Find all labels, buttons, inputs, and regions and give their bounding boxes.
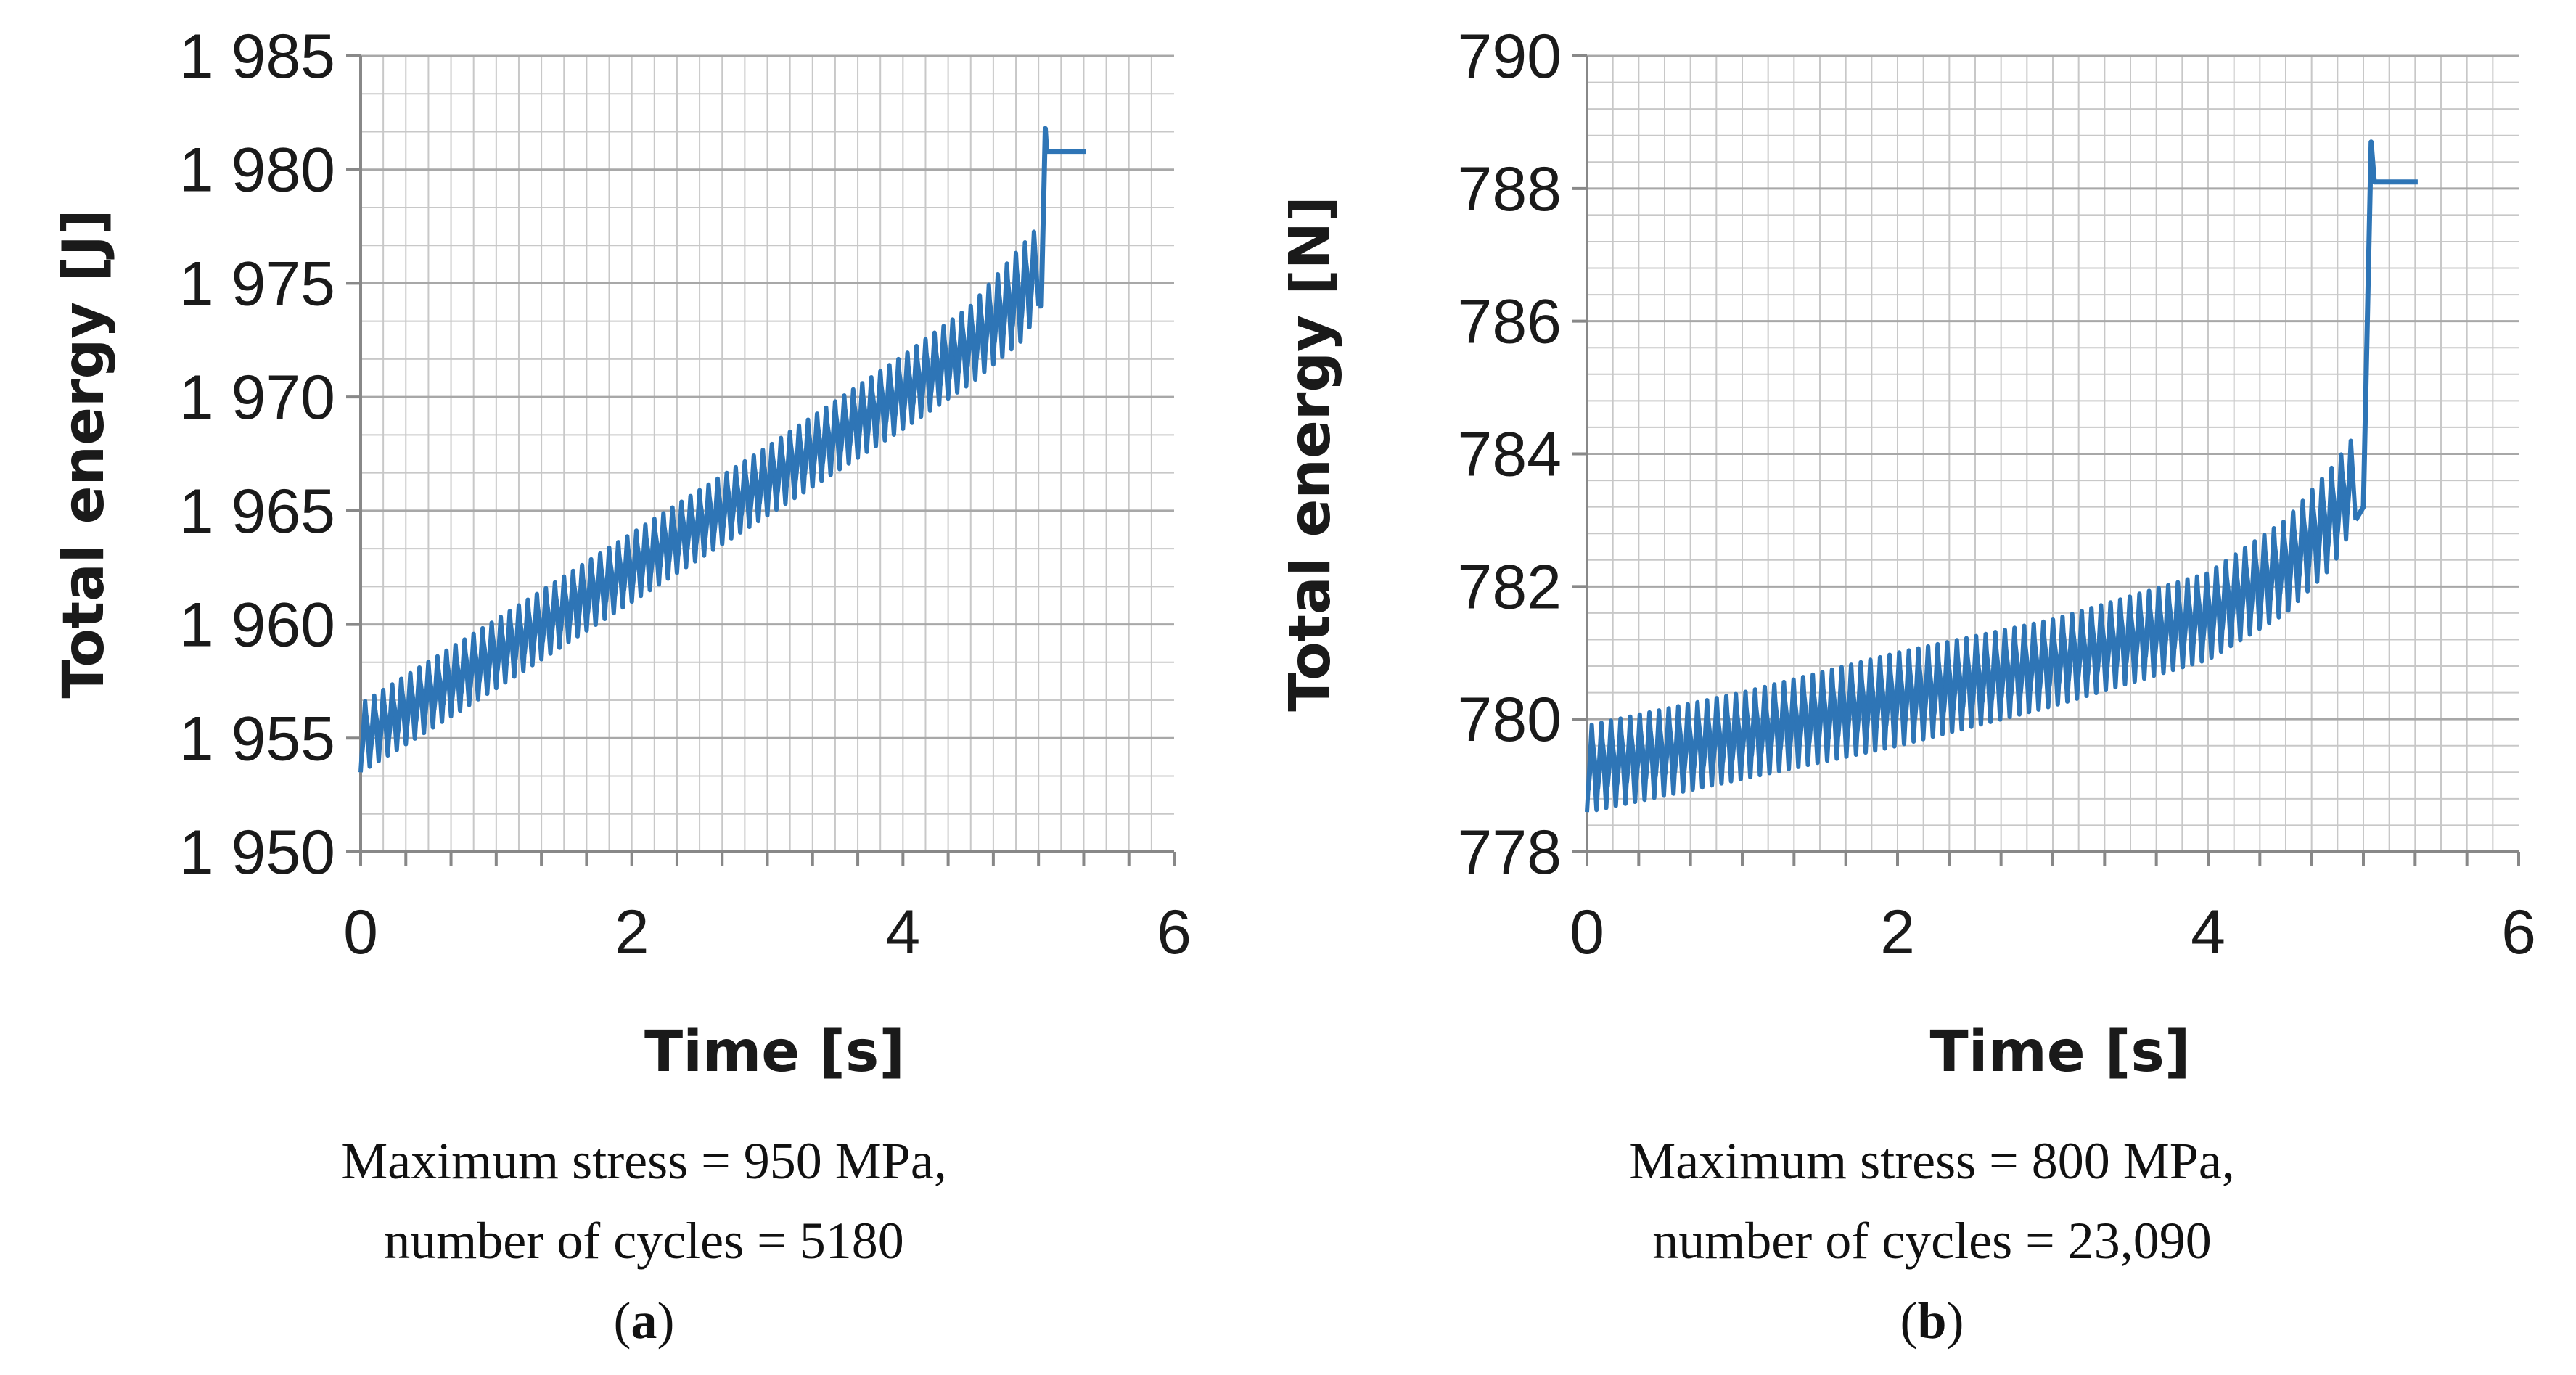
x-tick-label-b: 4 [2191,898,2226,967]
caption-b: Maximum stress = 800 MPa, number of cycl… [1288,1121,2576,1360]
y-tick-label-b: 778 [1458,818,1562,887]
x-tick-label-a: 6 [1157,898,1191,967]
x-tick-label-b: 6 [2501,898,2536,967]
x-tick-label-b: 0 [1570,898,1604,967]
y-tick-label-b: 780 [1458,685,1562,755]
chart-a-svg: 1 950 1 955 1 960 1 965 1 970 1 975 1 980 1 985… [52,22,1191,1085]
x-axis-title-a: Time [s] [644,1019,905,1085]
panel-label-b: (b) [1900,1292,1964,1350]
caption-a-line1: Maximum stress = 950 MPa, [341,1132,947,1190]
x-tick-label-a: 4 [885,898,920,967]
y-axis-title-b: Total energy [N] [1288,196,1343,711]
y-tick-label-a: 1 960 [179,591,335,660]
panel-label-a: (a) [613,1292,675,1350]
series-final-spike-b [2353,139,2418,522]
y-tick-label-a: 1 980 [179,136,335,205]
x-tick-label-a: 2 [615,898,649,967]
series-oscillation-band-a [359,247,1038,755]
y-tick-label-a: 1 955 [179,704,335,773]
y-tick-label-a: 1 950 [179,818,335,887]
y-tick-label-b: 788 [1458,155,1562,224]
series-oscillation-band-b [1586,456,2354,791]
y-tick-label-b: 786 [1458,287,1562,357]
y-tick-label-b: 790 [1458,22,1562,91]
x-axis-title-b: Time [s] [1930,1019,2191,1085]
chart-panel-b: 778 780 782 784 786 788 790 0 2 4 6 Time [s] Total e… [1288,0,2576,1375]
y-tick-label-a: 1 985 [179,22,335,91]
y-tick-label-a: 1 970 [179,363,335,432]
y-tick-label-b: 784 [1458,420,1562,490]
chart-panel-a: 1 950 1 955 1 960 1 965 1 970 1 975 1 980 1 985… [0,22,1288,1360]
y-axis-title-a: Total energy [J] [52,209,117,698]
x-tick-label-b: 2 [1880,898,1915,967]
y-tick-label-b: 782 [1458,552,1562,622]
chart-b-svg: 778 780 782 784 786 788 790 0 2 4 6 Time [s] Total e… [1288,22,2536,1085]
caption-b-line1: Maximum stress = 800 MPa, [1629,1132,2235,1190]
series-final-spike-a [1038,126,1086,309]
caption-a: Maximum stress = 950 MPa, number of cycl… [0,1121,1288,1360]
caption-a-line2: number of cycles = 5180 [384,1212,904,1270]
y-tick-label-a: 1 965 [179,477,335,546]
caption-b-line2: number of cycles = 23,090 [1652,1212,2212,1270]
series-oscillation-a [358,229,1041,773]
y-tick-label-a: 1 975 [179,249,335,319]
x-tick-label-a: 0 [343,898,378,967]
